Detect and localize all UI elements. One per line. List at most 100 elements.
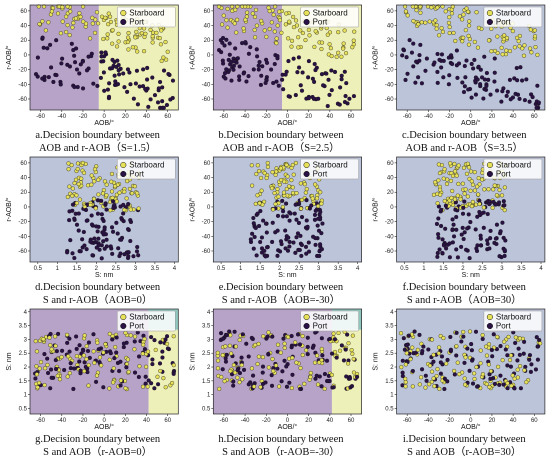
port-point	[126, 201, 131, 207]
port-point	[94, 245, 99, 250]
starboard-point	[127, 186, 133, 192]
port-point	[160, 85, 165, 90]
port-point	[445, 357, 450, 363]
x-tick-label: 40	[143, 114, 150, 120]
port-point	[84, 218, 89, 223]
port-point	[115, 82, 121, 87]
port-point	[237, 77, 242, 83]
port-point	[121, 345, 126, 350]
port-point	[306, 59, 311, 64]
starboard-point	[477, 201, 482, 207]
starboard-point	[352, 29, 357, 34]
starboard-point	[437, 386, 442, 391]
starboard-point	[137, 364, 142, 369]
port-point	[76, 228, 81, 233]
starboard-point	[449, 195, 454, 200]
starboard-point	[86, 363, 91, 368]
x-tick-label: -40	[241, 114, 250, 120]
starboard-point	[291, 25, 297, 30]
port-point	[533, 367, 539, 372]
port-point	[67, 349, 72, 354]
starboard-point	[312, 44, 317, 49]
port-point	[327, 378, 332, 384]
port-point	[450, 61, 455, 67]
port-point	[471, 66, 476, 71]
port-point	[344, 374, 349, 379]
port-point	[492, 56, 497, 61]
port-point	[463, 247, 469, 252]
x-tick-label: 3	[500, 266, 504, 272]
starboard-point	[108, 19, 114, 25]
port-point	[481, 96, 486, 101]
port-point	[409, 50, 415, 55]
port-point	[436, 232, 441, 237]
x-tick-label: -20	[262, 418, 271, 424]
starboard-point	[431, 352, 436, 357]
starboard-point	[265, 160, 270, 166]
starboard-point	[34, 349, 39, 354]
starboard-point	[308, 370, 313, 376]
port-point	[72, 366, 77, 371]
port-point	[118, 383, 123, 388]
port-point	[134, 68, 140, 73]
starboard-point	[284, 162, 289, 168]
legend-box	[483, 158, 543, 180]
x-tick-label: 3.5	[151, 266, 160, 272]
port-point	[77, 343, 82, 348]
starboard-point	[315, 353, 320, 358]
starboard-point	[434, 23, 439, 28]
port-point	[259, 73, 264, 78]
starboard-point	[55, 373, 60, 378]
port-point	[494, 241, 499, 247]
y-tick-label: 3	[24, 337, 28, 343]
port-point	[86, 340, 92, 345]
x-tick-label: 0	[102, 114, 106, 120]
starboard-point	[221, 13, 226, 18]
port-point	[48, 42, 53, 47]
starboard-point	[436, 351, 441, 356]
port-point	[450, 217, 455, 222]
starboard-point	[462, 191, 467, 196]
x-tick-label: -20	[445, 418, 454, 424]
port-point	[292, 211, 297, 216]
starboard-point	[277, 18, 283, 23]
starboard-point	[68, 9, 73, 14]
starboard-point	[489, 26, 494, 31]
starboard-point	[145, 384, 150, 389]
starboard-point	[479, 177, 485, 182]
starboard-point	[293, 160, 298, 166]
port-point	[287, 244, 292, 249]
port-point	[69, 41, 74, 46]
port-point	[222, 71, 228, 76]
starboard-point	[141, 49, 147, 54]
port-point	[502, 248, 507, 253]
port-point	[283, 72, 288, 77]
port-point	[403, 77, 408, 83]
port-point	[48, 367, 54, 372]
starboard-point	[468, 169, 474, 174]
y-tick-label: 1.5	[385, 379, 394, 385]
port-point	[342, 99, 348, 105]
x-tick-label: 20	[122, 418, 129, 424]
port-point	[296, 220, 302, 226]
port-point	[312, 61, 317, 67]
x-tick-label: -40	[57, 418, 66, 424]
port-point	[485, 241, 490, 246]
port-point	[252, 234, 257, 240]
legend-label-starboard: Starboard	[496, 161, 531, 170]
starboard-point	[92, 360, 97, 365]
starboard-point	[111, 380, 116, 385]
starboard-point	[524, 380, 529, 385]
starboard-point	[343, 51, 349, 56]
port-point	[294, 217, 299, 222]
starboard-point	[329, 372, 334, 378]
legend-marker-port	[120, 18, 127, 26]
starboard-point	[36, 4, 41, 9]
port-point	[502, 203, 507, 208]
x-tick-label: 3.5	[334, 266, 343, 272]
starboard-point	[452, 368, 457, 374]
port-point	[164, 102, 170, 108]
legend-box	[483, 310, 543, 332]
port-point	[435, 254, 440, 259]
port-point	[85, 348, 91, 354]
